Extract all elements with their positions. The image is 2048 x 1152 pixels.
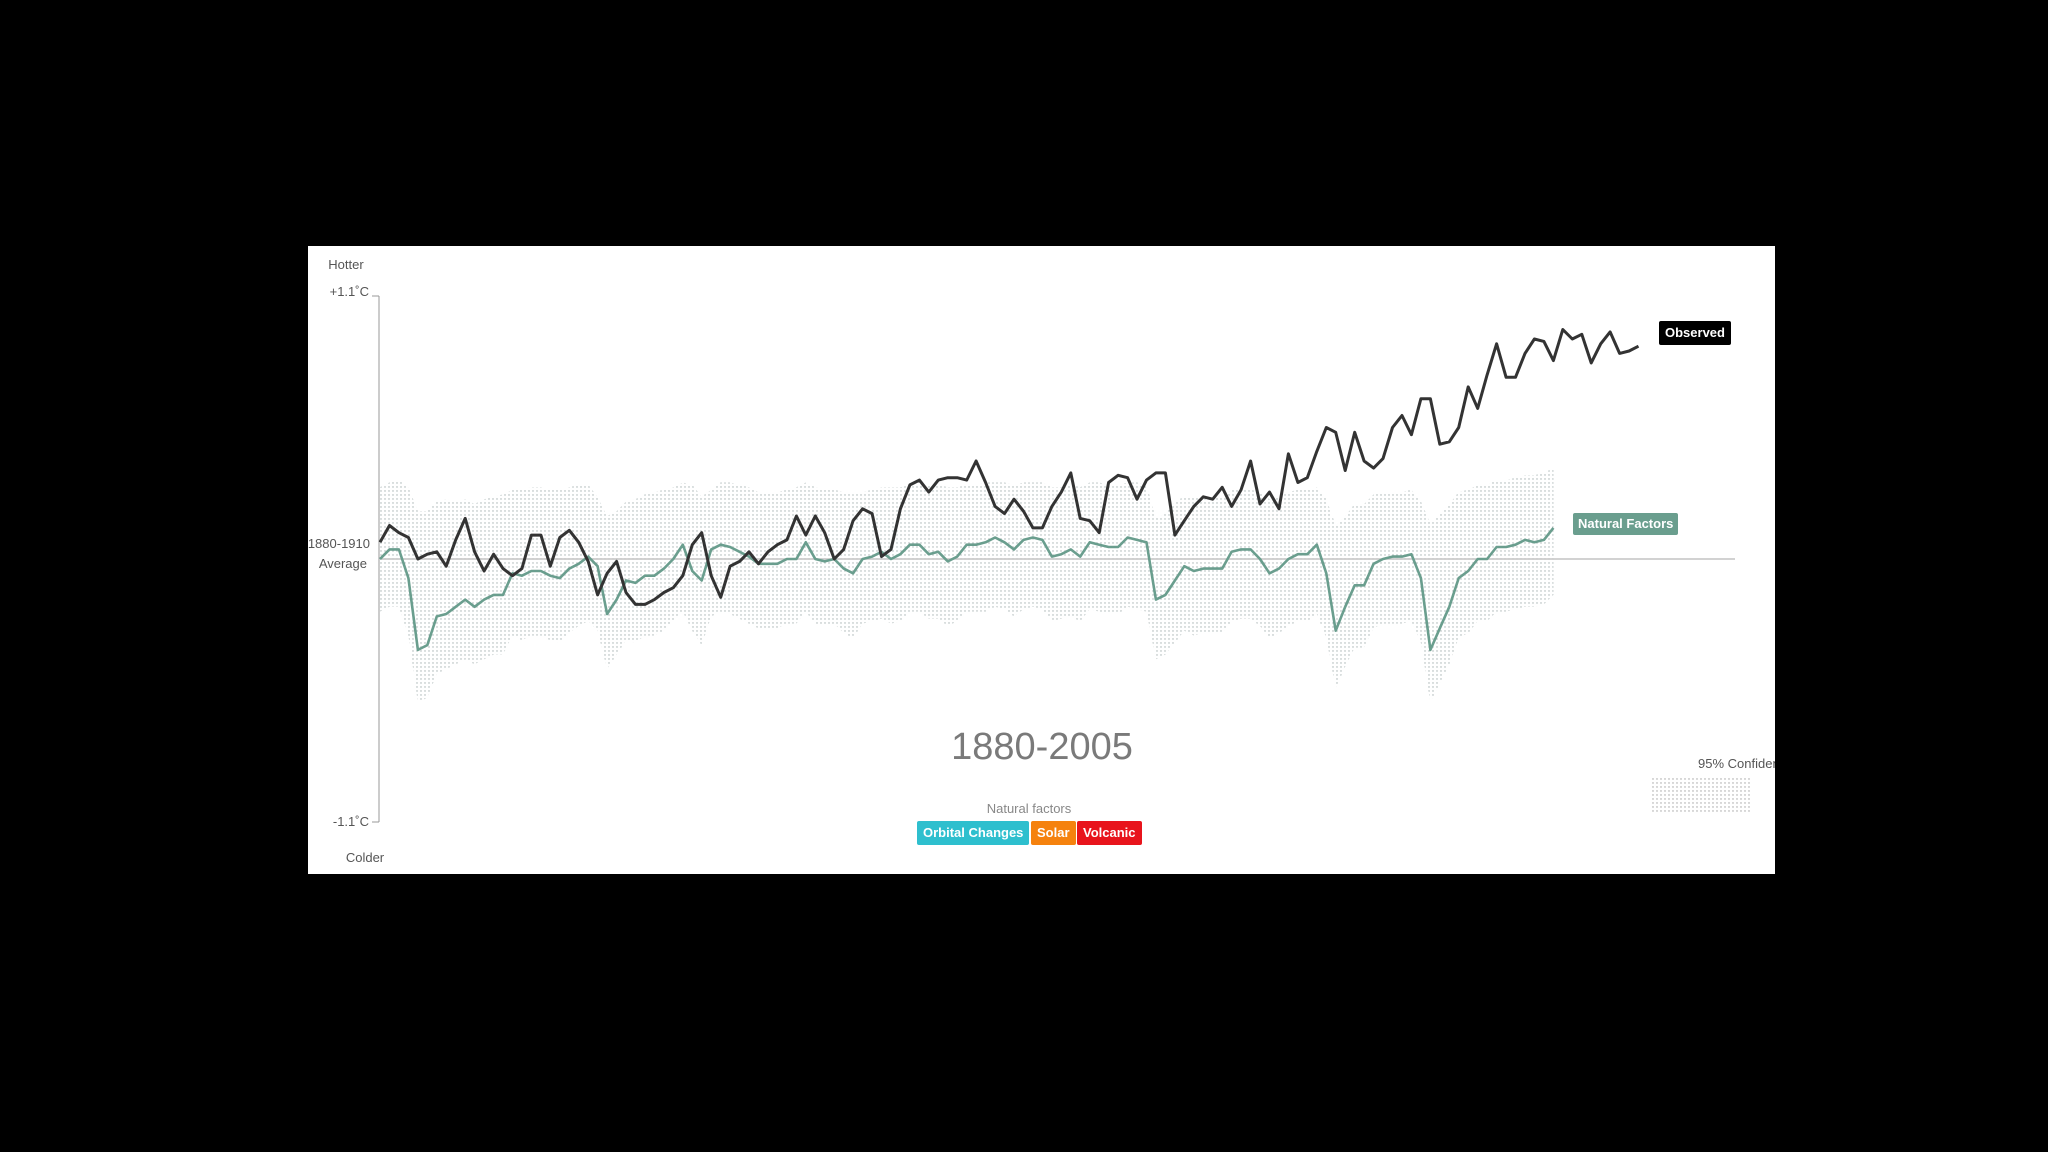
y-top-label: Hotter [328, 257, 364, 272]
series-label-natural-factors: Natural Factors [1573, 513, 1679, 535]
confidence-band-layer [380, 468, 1554, 703]
chart-title: 1880-2005 [951, 726, 1133, 768]
y-bottom-label: Colder [346, 850, 385, 865]
series-layer [378, 328, 1640, 652]
confidence-legend-label: 95% Confidence [1698, 756, 1775, 771]
volcanic-button[interactable]: Volcanic [1077, 821, 1142, 845]
confidence-band [380, 468, 1554, 703]
natural-factors-title: Natural factors [987, 801, 1072, 816]
chart-svg: Hotter +1.1˚C -1.1˚C Colder 1880-1910 Av… [308, 257, 1775, 865]
series-label-observed: Observed [1659, 321, 1731, 345]
orbital-changes-button[interactable]: Orbital Changes [917, 821, 1030, 845]
y-tick-bottom: -1.1˚C [333, 814, 369, 829]
baseline-label-2: Average [319, 556, 367, 571]
confidence-legend-swatch [1651, 776, 1752, 813]
solar-button[interactable]: Solar [1031, 821, 1076, 845]
baseline-label-1: 1880-1910 [308, 536, 370, 551]
observed-line [378, 328, 1640, 606]
y-tick-top: +1.1˚C [330, 284, 369, 299]
chart-panel: Hotter +1.1˚C -1.1˚C Colder 1880-1910 Av… [308, 246, 1775, 874]
natural-factors-line [379, 527, 1555, 652]
